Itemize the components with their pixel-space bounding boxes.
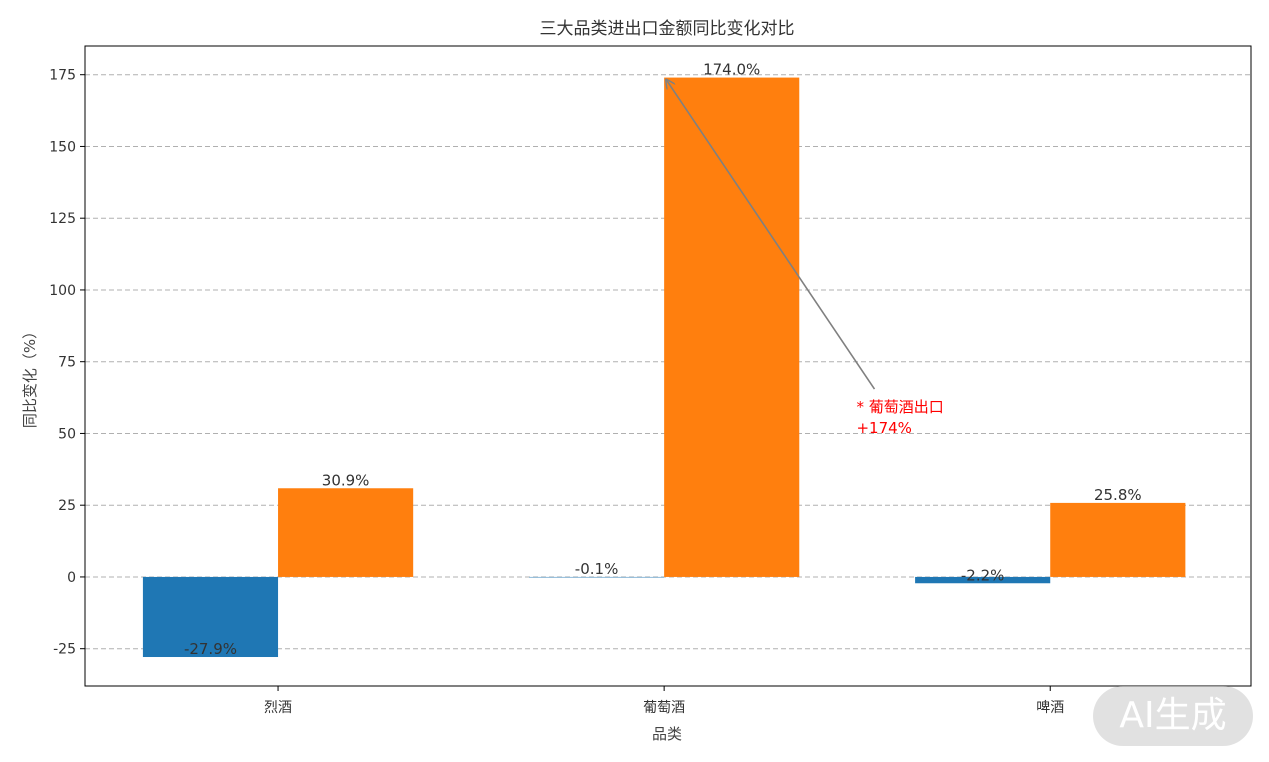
bar [142, 576, 279, 658]
x-axis-ticks: 烈酒 葡萄酒 啤酒 [264, 686, 1064, 716]
y-tick-label: 75 [58, 355, 76, 371]
bar [915, 576, 1051, 584]
bar-data-label: 25.8% [1094, 486, 1142, 504]
bars [142, 77, 1186, 658]
x-tick-label: 烈酒 [264, 700, 292, 716]
bar [529, 576, 665, 578]
x-axis-label: 品类 [652, 725, 682, 743]
y-tick-label: 50 [58, 426, 76, 442]
bar-data-label: -0.1% [575, 560, 619, 578]
annotation-text: * 葡萄酒出口 [856, 398, 943, 416]
bar [278, 488, 414, 577]
y-tick-label: 25 [58, 498, 76, 514]
y-tick-label: 0 [67, 570, 76, 586]
bar [664, 77, 800, 577]
y-tick-label: 175 [49, 68, 76, 84]
y-axis-ticks: -25 0 25 50 75 100 125 150 175 [49, 68, 85, 658]
ai-generated-badge: AI生成 [1093, 686, 1253, 746]
annotation-arrow [666, 80, 876, 390]
x-tick-label: 啤酒 [1036, 700, 1064, 716]
y-axis-label: 同比变化（%） [21, 324, 39, 428]
annotation-text: +174% [856, 419, 911, 437]
x-tick-label: 葡萄酒 [643, 700, 685, 716]
bar-data-label: -27.9% [184, 640, 237, 658]
bar-data-label: -2.2% [961, 566, 1005, 584]
annotation: * 葡萄酒出口 +174% [666, 80, 944, 437]
y-tick-label: 150 [49, 139, 76, 155]
y-tick-label: 125 [49, 211, 76, 227]
bar-data-label: 174.0% [703, 61, 760, 79]
bar-data-label: 30.9% [322, 471, 370, 489]
chart-title: 三大品类进出口金额同比变化对比 [540, 19, 795, 39]
bar-labels: -27.9% -0.1% -2.2% 30.9% 174.0% 25.8% [184, 61, 1142, 658]
y-tick-label: -25 [53, 642, 76, 658]
plot-frame [84, 45, 1252, 687]
y-tick-label: 100 [49, 283, 76, 299]
bar [1050, 502, 1186, 577]
